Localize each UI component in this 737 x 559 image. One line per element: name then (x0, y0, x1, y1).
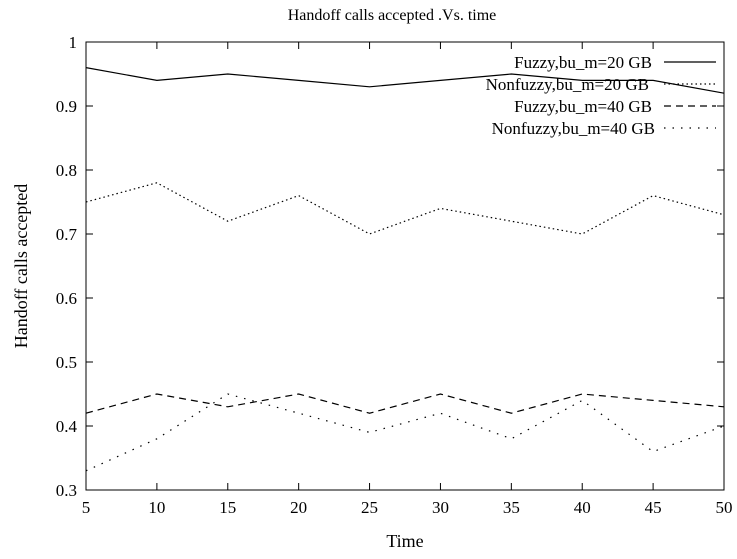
y-tick-label: 0.6 (56, 289, 77, 308)
x-tick-label: 40 (574, 498, 591, 517)
series-line-3 (85, 393, 725, 414)
x-tick-label: 15 (219, 498, 236, 517)
x-tick-label: 30 (432, 498, 449, 517)
y-tick-label: 0.4 (56, 417, 78, 436)
y-axis-title: Handoff calls accepted (11, 184, 31, 349)
series-layer (85, 67, 725, 472)
legend: Fuzzy,bu_m=20 GB Nonfuzzy,bu_m=20 GB Fuzzy… (486, 53, 716, 138)
x-axis-title: Time (386, 531, 423, 551)
chart-title: Handoff calls accepted .Vs. time (288, 7, 497, 24)
legend-label: Fuzzy,bu_m=20 GB (514, 53, 652, 72)
x-tick-label: 50 (716, 498, 733, 517)
legend-label: Nonfuzzy,bu_m=40 GB (492, 119, 655, 138)
y-tick-label: 0.9 (56, 97, 77, 116)
y-tick-label: 1 (69, 33, 78, 52)
x-tick-label: 45 (645, 498, 662, 517)
series-line-4 (85, 393, 725, 472)
y-tick-label: 0.5 (56, 353, 77, 372)
y-tick-label: 0.8 (56, 161, 77, 180)
x-tick-label: 35 (503, 498, 520, 517)
legend-label: Fuzzy,bu_m=40 GB (514, 97, 652, 116)
plot-frame (85, 41, 725, 491)
series-line-1 (85, 67, 725, 94)
y-tick-label: 0.7 (56, 225, 78, 244)
legend-label: Nonfuzzy,bu_m=20 GB (486, 75, 649, 94)
x-tick-label: 25 (361, 498, 378, 517)
x-tick-label: 5 (82, 498, 91, 517)
y-tick-label: 0.3 (56, 481, 77, 500)
x-tick-label: 10 (148, 498, 165, 517)
x-tick-label: 20 (290, 498, 307, 517)
ticks-layer: 5 10 15 20 25 30 35 40 45 50 0.3 0.4 0.5 0.6 0.7 0.8 0.9… (56, 33, 733, 517)
series-line-2 (85, 182, 725, 235)
